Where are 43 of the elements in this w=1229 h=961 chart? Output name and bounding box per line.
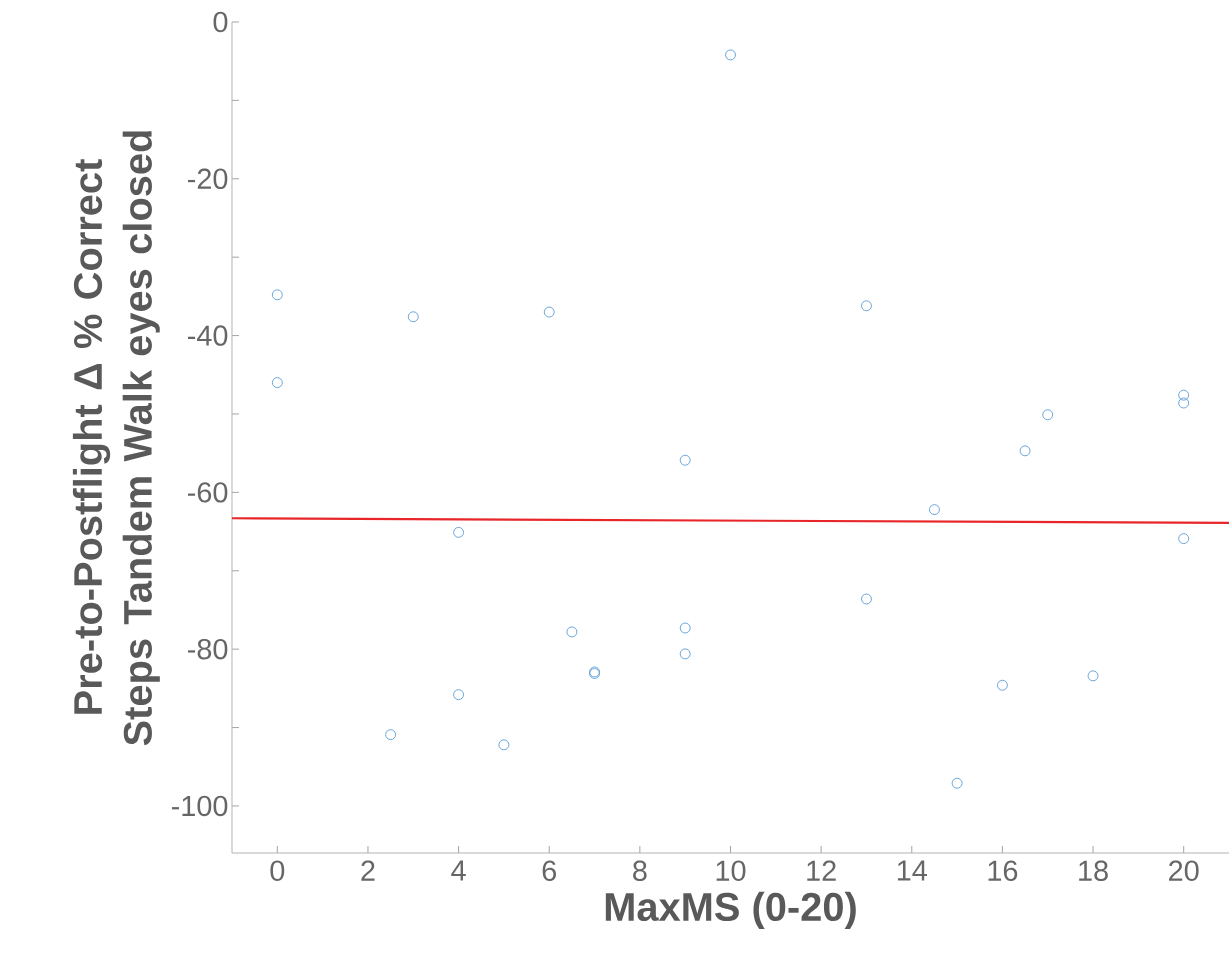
- point: [498, 739, 510, 751]
- x-tick-label: 16: [988, 860, 1018, 881]
- point: [271, 289, 283, 301]
- point: [929, 504, 940, 516]
- x-tick-label: 12: [807, 860, 836, 881]
- x-axis-title: MaxMS (0-20): [605, 891, 856, 929]
- point: [1042, 409, 1054, 421]
- point: [861, 300, 872, 312]
- point: [1178, 397, 1190, 409]
- point: [543, 306, 555, 318]
- point: [1087, 670, 1099, 682]
- point: [996, 679, 1008, 691]
- point: [407, 311, 419, 323]
- point: [861, 593, 872, 605]
- point: [453, 689, 465, 701]
- x-tick-label: 10: [716, 860, 746, 881]
- point: [1178, 389, 1190, 401]
- point: [679, 454, 691, 466]
- point: [271, 377, 283, 389]
- x-tick-label: 20: [1169, 860, 1199, 881]
- point: [679, 622, 691, 634]
- y-tick-label: 0: [213, 11, 228, 33]
- point: [725, 49, 736, 61]
- y-tick-label: -100: [171, 795, 228, 817]
- y-tick-label: -20: [188, 168, 228, 190]
- point: [1178, 533, 1190, 545]
- point: [566, 626, 578, 638]
- point: [1019, 445, 1031, 457]
- x-tick-label: 14: [897, 860, 927, 881]
- point: [385, 729, 397, 741]
- point: [679, 648, 691, 660]
- x-tick-label: 0: [270, 860, 285, 881]
- x-tick-label: 18: [1079, 860, 1108, 881]
- y-axis-title: Pre-to-Postflight Δ % Correct Steps Tandem Walk eyes closed: [72, 131, 160, 746]
- y-tick-label: -80: [188, 638, 228, 660]
- x-tick-label: 8: [633, 860, 647, 881]
- x-tick-label: 6: [542, 860, 556, 881]
- x-tick-label: 4: [451, 860, 466, 881]
- y-tick-label: -60: [188, 482, 228, 503]
- point: [951, 777, 963, 789]
- point: [453, 526, 465, 538]
- x-tick-label: 2: [361, 860, 375, 881]
- y-tick-label: -40: [188, 325, 228, 346]
